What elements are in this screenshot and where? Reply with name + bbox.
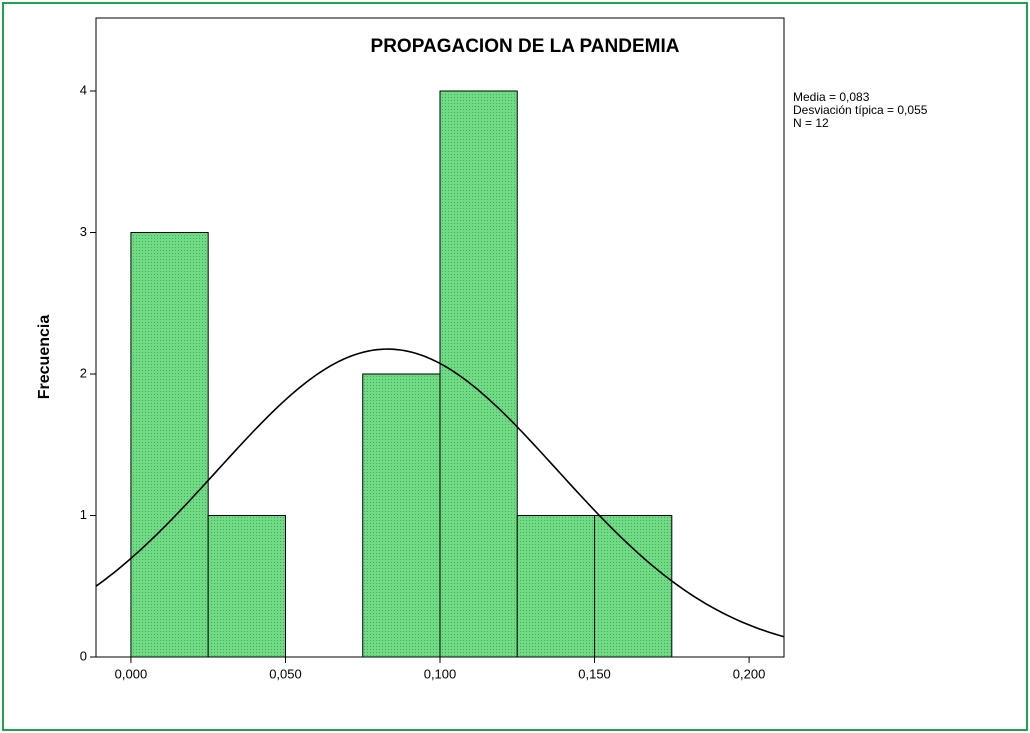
x-tick-label: 0,100 <box>424 666 457 681</box>
stats-label: N = 12 <box>793 116 829 130</box>
stats-label: Desviación típica = 0,055 <box>793 103 928 117</box>
y-tick-label: 3 <box>80 224 87 239</box>
bar-texture <box>208 515 286 657</box>
stats-label: Media = 0,083 <box>793 90 870 104</box>
bar-texture <box>130 232 209 658</box>
bar-texture <box>594 515 672 657</box>
y-axis-label: Frecuencia <box>36 315 53 400</box>
chart-title: PROPAGACION DE LA PANDEMIA <box>371 36 680 57</box>
x-tick-label: 0,150 <box>578 666 611 681</box>
x-tick-label: 0,000 <box>115 666 148 681</box>
y-tick-label: 4 <box>80 82 87 97</box>
y-tick-label: 0 <box>80 648 87 663</box>
x-tick-label: 0,050 <box>269 666 302 681</box>
bar-texture <box>362 374 440 657</box>
x-tick-label: 0,200 <box>733 666 766 681</box>
y-tick-label: 1 <box>80 507 87 522</box>
bar-texture <box>440 91 518 658</box>
normal-curve <box>95 348 785 638</box>
bar-texture <box>517 515 595 657</box>
y-tick-label: 2 <box>80 365 87 380</box>
